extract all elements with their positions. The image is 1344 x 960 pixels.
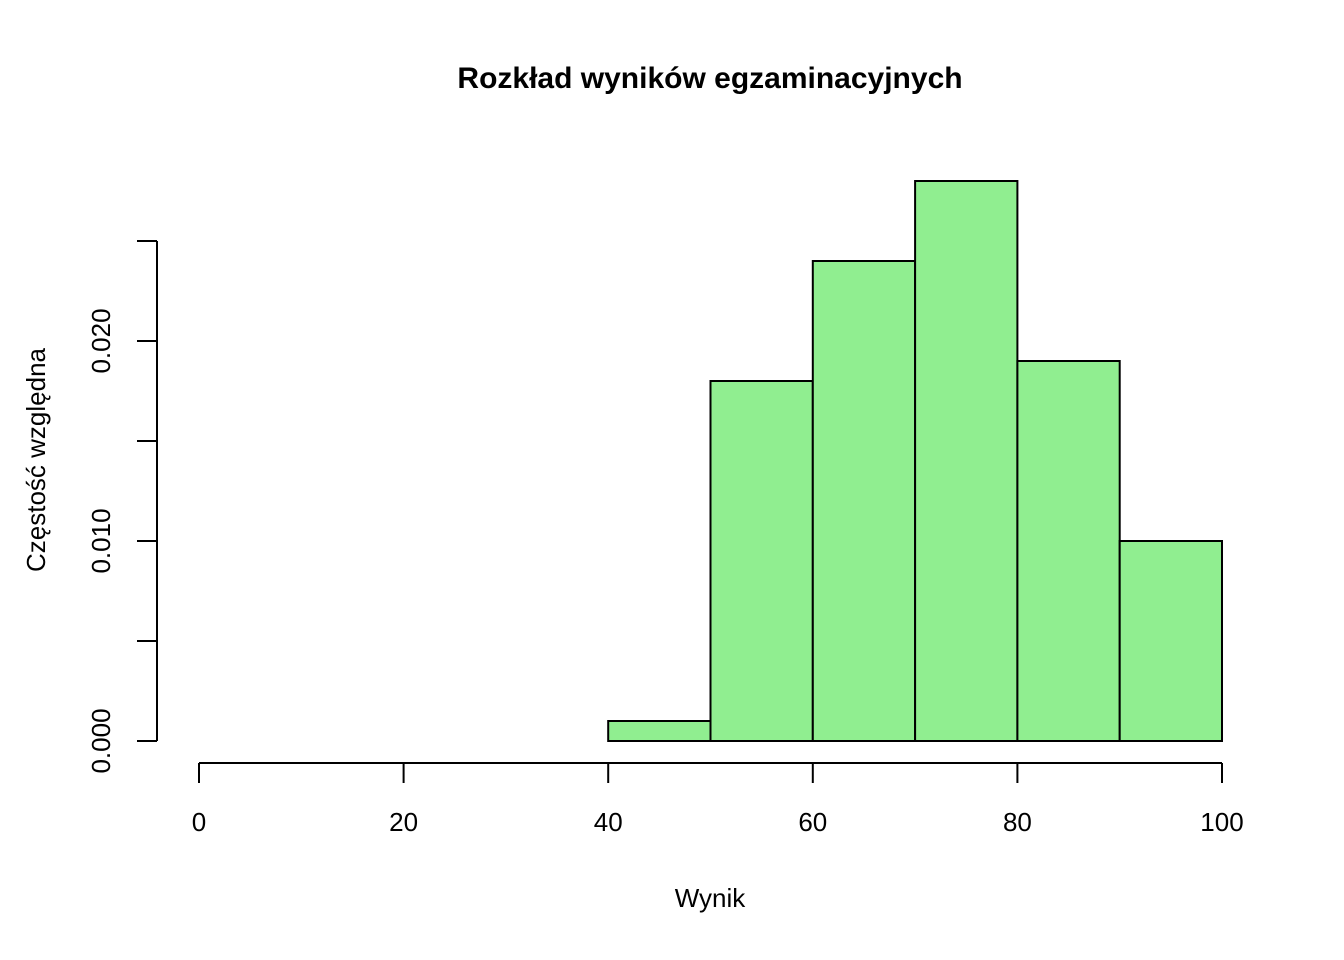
bar xyxy=(811,260,917,742)
x-tick-label: 20 xyxy=(389,807,418,837)
x-axis-label: Wynik xyxy=(675,883,747,913)
x-tick-label: 60 xyxy=(798,807,827,837)
bar xyxy=(607,720,712,742)
y-tick-label: 0.000 xyxy=(86,708,116,773)
bar xyxy=(914,180,1019,742)
y-tick-label: 0.010 xyxy=(86,508,116,573)
y-axis-label: Częstość względna xyxy=(21,347,51,572)
bar xyxy=(709,380,814,742)
y-tick-label: 0.020 xyxy=(86,308,116,373)
bar xyxy=(1118,540,1223,742)
x-tick-label: 100 xyxy=(1200,807,1243,837)
x-tick-label: 40 xyxy=(594,807,623,837)
bar xyxy=(1016,360,1121,742)
x-tick-label: 0 xyxy=(192,807,206,837)
chart-title: Rozkład wyników egzaminacyjnych xyxy=(457,62,962,95)
x-tick-label: 80 xyxy=(1003,807,1032,837)
